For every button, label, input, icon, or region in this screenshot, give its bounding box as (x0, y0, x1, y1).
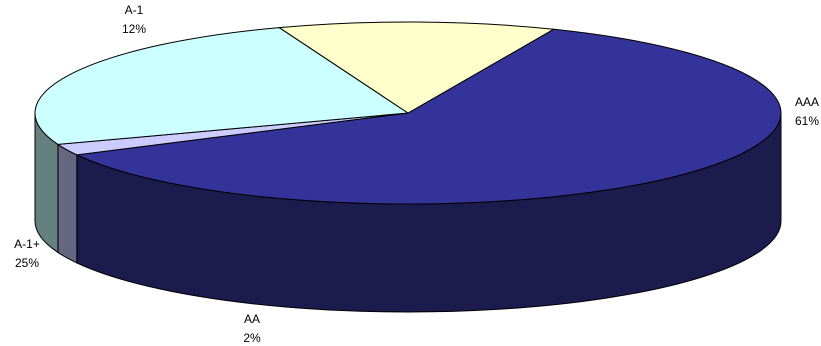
slice-label-a1plus: A-1+ (14, 237, 40, 251)
slice-pct-aaa: 61% (795, 114, 819, 128)
slice-label-a1: A-1 (125, 3, 144, 17)
slice-top-a1 (277, 21, 556, 114)
slice-pct-a1: 12% (122, 22, 146, 36)
slice-top-a1 (34, 27, 410, 145)
slice-side-aa (57, 143, 78, 264)
slice-pct-aa: 2% (243, 331, 261, 345)
pie-tops (34, 21, 782, 205)
slice-pct-a1plus: 25% (15, 256, 39, 270)
slice-label-aaa: AAA (795, 95, 819, 109)
slice-label-aa: AA (244, 312, 260, 326)
slice-top-aaa (75, 28, 782, 205)
